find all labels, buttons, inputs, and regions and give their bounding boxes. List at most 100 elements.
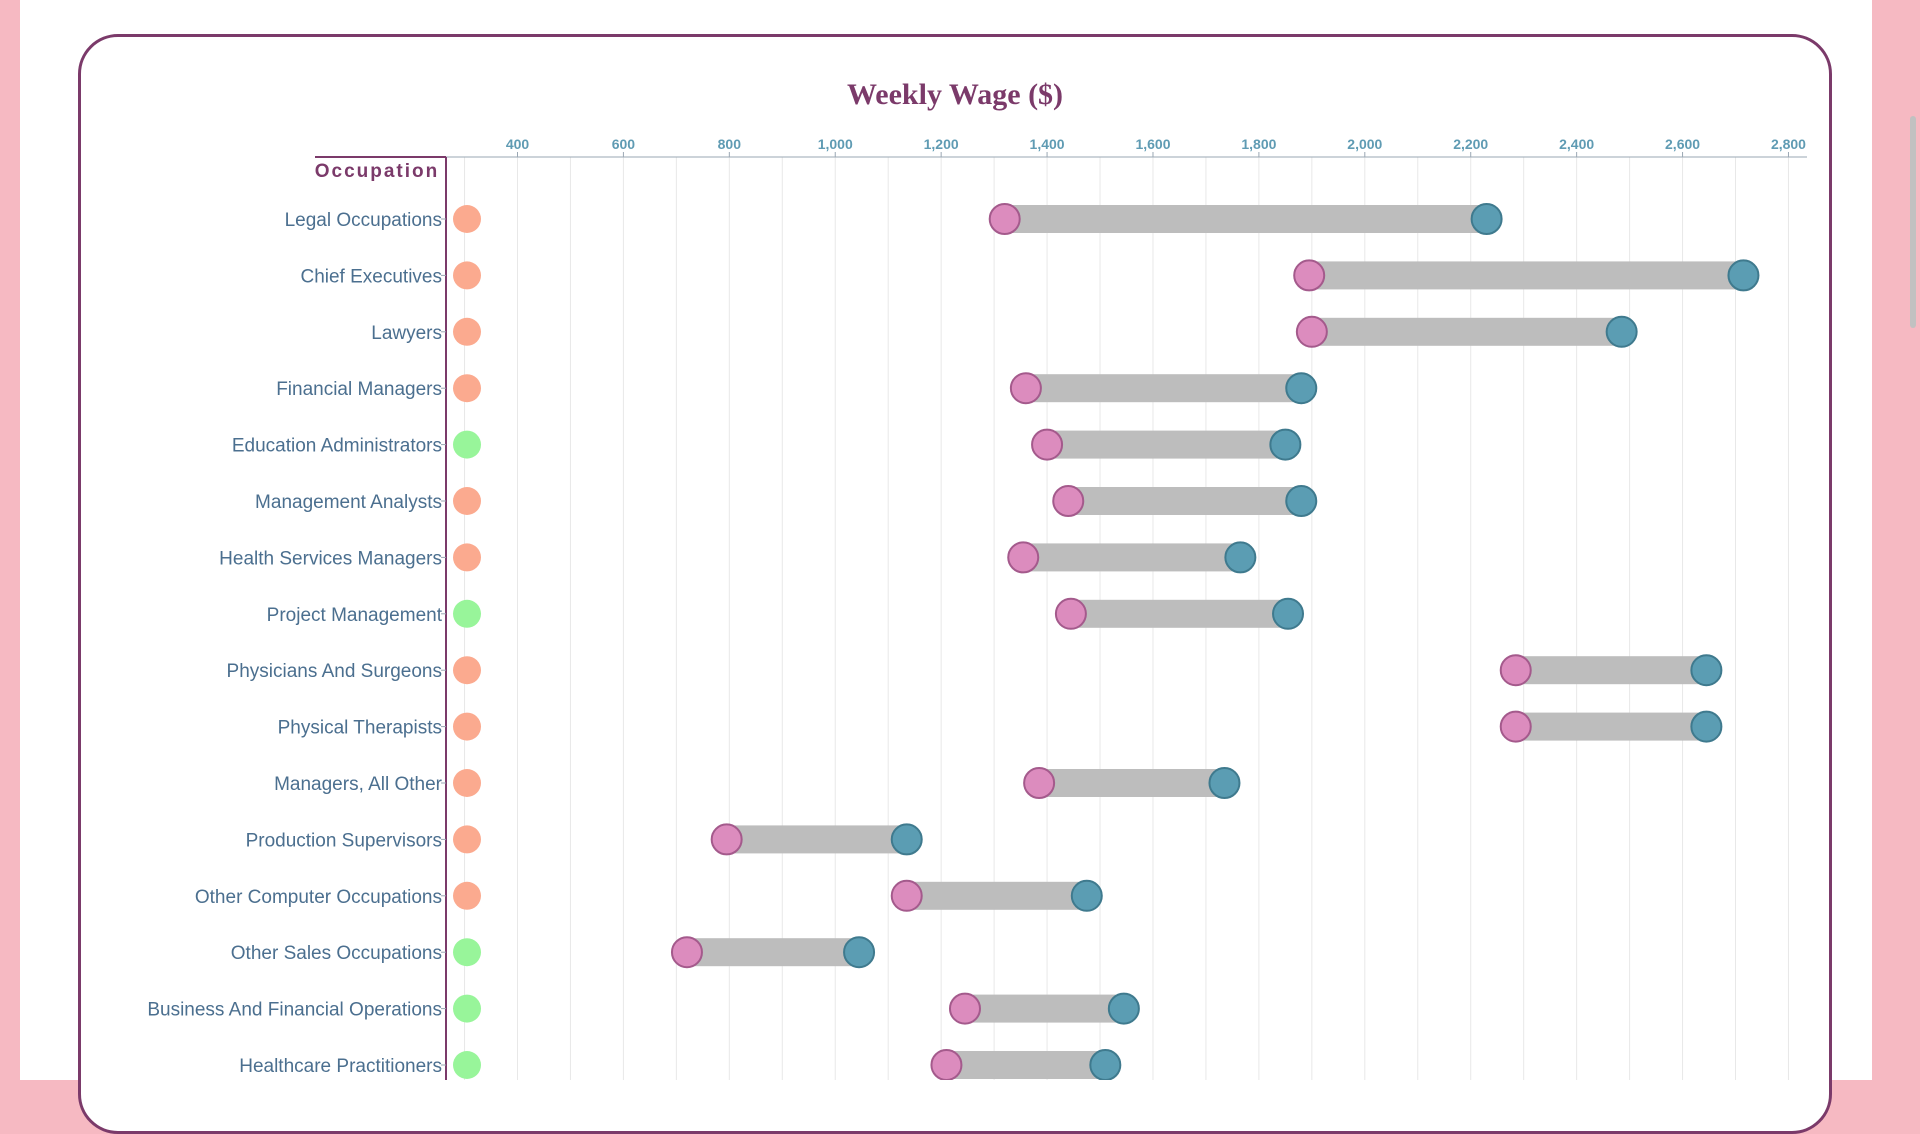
rows-layer: Legal Occupations Chief Executives Lawyers…: [147, 203, 1760, 1080]
dumbbell-row: Lawyers: [371, 315, 1638, 348]
category-dot: [453, 656, 481, 685]
low-wage-marker: [1009, 372, 1042, 405]
range-bar: [686, 938, 860, 967]
low-wage-marker: [710, 823, 743, 856]
category-label: Other Computer Occupations: [195, 887, 442, 908]
range-bar: [1068, 487, 1302, 515]
category-label: Production Supervisors: [246, 830, 442, 851]
low-wage-marker: [1499, 710, 1532, 743]
category-label: Physical Therapists: [278, 718, 442, 739]
x-tick-label: 800: [718, 136, 742, 152]
dumbbell-row: Managers, All Other: [274, 767, 1241, 799]
category-label: Legal Occupations: [285, 210, 442, 231]
axis-layer: 400 600 800 1,000 1,200 1,400 1,600 1,800 2,000 2…: [315, 136, 1807, 1080]
x-tick-label: 1,600: [1135, 136, 1170, 152]
range-bar: [906, 881, 1087, 910]
dumbbell-row: Business And Financial Operations: [147, 992, 1140, 1025]
chart-title: Weekly Wage ($): [846, 78, 1064, 111]
category-dot: [453, 994, 481, 1023]
dumbbell-row: Healthcare Practitioners: [239, 1049, 1122, 1080]
range-bar: [1023, 543, 1241, 572]
low-wage-marker: [988, 203, 1021, 235]
x-tick-label: 1,800: [1241, 136, 1276, 152]
high-wage-marker: [1285, 485, 1318, 517]
low-wage-marker: [948, 992, 981, 1025]
category-dot: [453, 487, 481, 515]
category-label: Healthcare Practitioners: [239, 1056, 442, 1077]
x-tick-label: 1,400: [1030, 136, 1065, 152]
dumbbell-row: Education Administrators: [232, 428, 1302, 461]
range-bar: [1515, 656, 1707, 685]
low-wage-marker: [1052, 485, 1085, 517]
high-wage-marker: [1269, 428, 1302, 461]
category-label: Project Management: [267, 605, 443, 626]
dumbbell-row: Other Computer Occupations: [195, 879, 1103, 912]
category-dot: [453, 769, 481, 797]
category-label: Business And Financial Operations: [147, 1000, 442, 1021]
category-dot: [453, 825, 481, 854]
high-wage-marker: [1690, 654, 1723, 687]
range-bar: [1515, 712, 1707, 741]
category-dot: [453, 599, 481, 628]
dumbbell-row: Management Analysts: [255, 485, 1318, 517]
high-wage-marker: [1224, 541, 1257, 574]
range-bar: [1311, 317, 1622, 346]
category-label: Management Analysts: [255, 492, 442, 513]
category-label: Financial Managers: [276, 379, 442, 400]
range-bar: [1004, 205, 1487, 233]
low-wage-marker: [1293, 259, 1326, 292]
category-label: Education Administrators: [232, 436, 442, 457]
low-wage-marker: [1054, 597, 1087, 630]
high-wage-marker: [1727, 259, 1760, 292]
category-dot: [453, 1051, 481, 1079]
category-label: Other Sales Occupations: [231, 943, 442, 964]
x-tick-label: 1,200: [924, 136, 959, 152]
low-wage-marker: [1007, 541, 1040, 574]
high-wage-marker: [1107, 992, 1140, 1025]
range-bar: [1039, 769, 1225, 797]
high-wage-marker: [1272, 597, 1305, 630]
category-dot: [453, 430, 481, 459]
dumbbell-row: Project Management: [267, 597, 1305, 630]
dumbbell-row: Other Sales Occupations: [231, 936, 876, 969]
high-wage-marker: [890, 823, 923, 856]
range-bar: [1025, 374, 1302, 403]
category-dot: [453, 261, 481, 290]
range-bar: [726, 825, 907, 854]
low-wage-marker: [1023, 767, 1056, 799]
category-label: Chief Executives: [300, 266, 442, 287]
low-wage-marker: [890, 879, 923, 912]
low-wage-marker: [1499, 654, 1532, 687]
category-dot: [453, 881, 481, 910]
low-wage-marker: [1295, 315, 1328, 348]
low-wage-marker: [670, 936, 703, 969]
dumbbell-row: Chief Executives: [300, 259, 1760, 292]
high-wage-marker: [1285, 372, 1318, 405]
chart-card: [78, 34, 1832, 1134]
category-dot: [453, 543, 481, 572]
high-wage-marker: [1070, 879, 1103, 912]
dumbbell-row: Production Supervisors: [246, 823, 923, 856]
dumbbell-chart: 400 600 800 1,000 1,200 1,400 1,600 1,800 2,000 2…: [147, 136, 1807, 1080]
dumbbell-row: Financial Managers: [276, 372, 1318, 405]
low-wage-marker: [1031, 428, 1064, 461]
category-dot: [453, 374, 481, 403]
high-wage-marker: [1690, 710, 1723, 743]
range-bar: [946, 1051, 1106, 1079]
dumbbell-row: Legal Occupations: [285, 203, 1503, 235]
category-dot: [453, 205, 481, 233]
range-bar: [964, 994, 1124, 1023]
category-dot: [453, 317, 481, 346]
x-tick-label: 600: [612, 136, 636, 152]
category-dot: [453, 712, 481, 741]
x-tick-label: 2,400: [1559, 136, 1594, 152]
low-wage-marker: [930, 1049, 963, 1080]
dumbbell-row: Physical Therapists: [278, 710, 1723, 743]
x-tick-label: 400: [506, 136, 530, 152]
category-label: Managers, All Other: [274, 774, 443, 795]
scrollbar-thumb[interactable]: [1910, 116, 1916, 328]
range-bar: [1309, 261, 1744, 290]
category-label: Lawyers: [371, 323, 442, 344]
high-wage-marker: [843, 936, 876, 969]
high-wage-marker: [1470, 203, 1503, 235]
